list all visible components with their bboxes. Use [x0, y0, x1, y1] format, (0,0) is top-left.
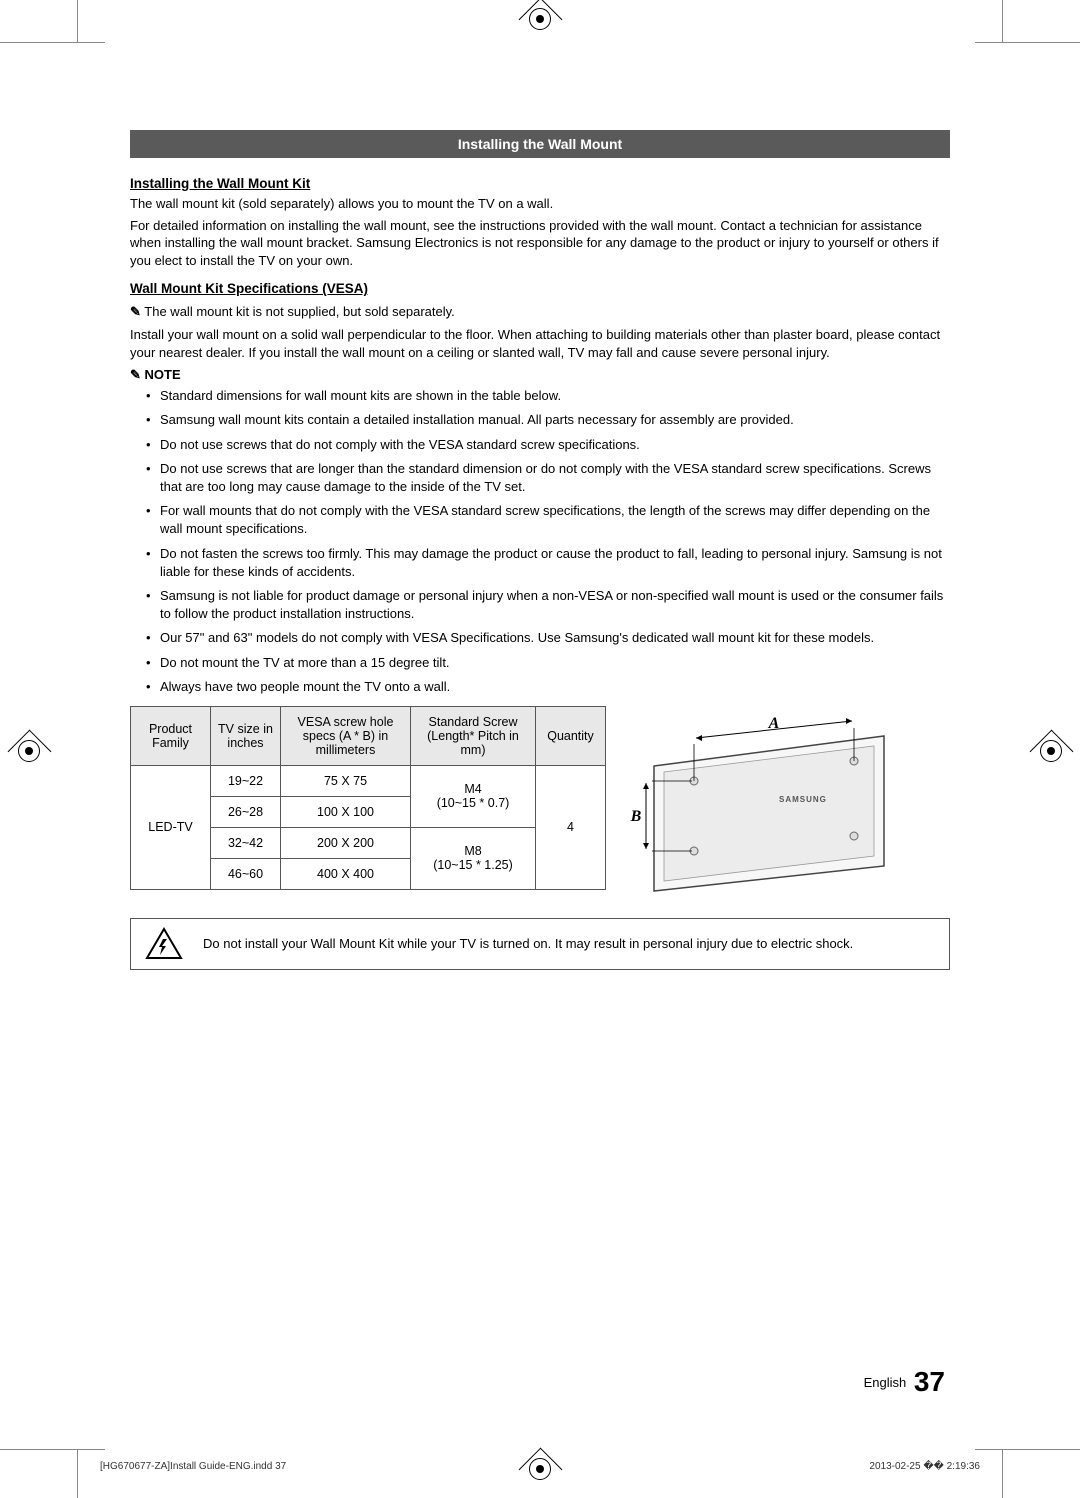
list-item: Do not use screws that are longer than t…	[160, 460, 950, 496]
screw-type: M8	[464, 844, 481, 858]
table-cell: 100 X 100	[281, 796, 411, 827]
dim-label-a: A	[768, 715, 780, 732]
crop-mark	[1002, 0, 1003, 42]
table-header: Quantity	[536, 706, 606, 765]
registration-mark	[529, 1458, 551, 1480]
table-cell: 75 X 75	[281, 765, 411, 796]
crop-mark	[0, 1449, 105, 1450]
spec-table-wrap: Product Family TV size in inches VESA sc…	[130, 706, 950, 896]
print-footer-left: [HG670677-ZA]Install Guide-ENG.indd 37	[100, 1461, 286, 1472]
note-line: ✎ The wall mount kit is not supplied, bu…	[130, 304, 950, 320]
warning-text: Do not install your Wall Mount Kit while…	[203, 935, 853, 953]
list-item: Do not mount the TV at more than a 15 de…	[160, 654, 950, 672]
table-header: Standard Screw (Length* Pitch in mm)	[411, 706, 536, 765]
crop-mark	[1002, 1450, 1003, 1498]
note-icon: ✎	[130, 304, 141, 320]
table-header: VESA screw hole specs (A * B) in millime…	[281, 706, 411, 765]
brand-text: SAMSUNG	[779, 795, 827, 804]
crop-mark	[0, 42, 105, 43]
list-item: Our 57" and 63" models do not comply wit…	[160, 629, 950, 647]
notes-list: Standard dimensions for wall mount kits …	[130, 387, 950, 696]
table-cell: 46~60	[211, 858, 281, 889]
registration-mark	[529, 8, 551, 30]
footer-lang: English	[864, 1375, 907, 1390]
list-item: Standard dimensions for wall mount kits …	[160, 387, 950, 405]
warning-box: Do not install your Wall Mount Kit while…	[130, 918, 950, 970]
table-cell: 4	[536, 765, 606, 889]
list-item: Samsung wall mount kits contain a detail…	[160, 411, 950, 429]
page-footer: English 37	[864, 1366, 945, 1398]
crop-mark	[975, 1449, 1080, 1450]
section-title: Installing the Wall Mount	[130, 130, 950, 158]
crop-mark	[975, 42, 1080, 43]
screw-type: M4	[464, 782, 481, 796]
table-cell: 32~42	[211, 827, 281, 858]
registration-mark	[1040, 740, 1062, 762]
table-cell: M4 (10~15 * 0.7)	[411, 765, 536, 827]
subheading-specs: Wall Mount Kit Specifications (VESA)	[130, 281, 950, 296]
list-item: Always have two people mount the TV onto…	[160, 678, 950, 696]
paragraph: Install your wall mount on a solid wall …	[130, 326, 950, 361]
page-number: 37	[914, 1366, 945, 1397]
note-label: ✎ NOTE	[130, 367, 950, 383]
tv-back-diagram: A B SAMSUNG	[624, 706, 904, 896]
crop-mark	[77, 0, 78, 42]
screw-spec: (10~15 * 0.7)	[437, 796, 510, 810]
list-item: Do not use screws that do not comply wit…	[160, 436, 950, 454]
warning-icon	[145, 927, 183, 961]
screw-spec: (10~15 * 1.25)	[433, 858, 513, 872]
note-text: The wall mount kit is not supplied, but …	[144, 304, 454, 319]
list-item: For wall mounts that do not comply with …	[160, 502, 950, 538]
paragraph: The wall mount kit (sold separately) all…	[130, 195, 950, 213]
vesa-spec-table: Product Family TV size in inches VESA sc…	[130, 706, 606, 890]
table-cell: 19~22	[211, 765, 281, 796]
crop-mark	[77, 1450, 78, 1498]
note-icon: ✎	[130, 367, 141, 383]
table-cell: M8 (10~15 * 1.25)	[411, 827, 536, 889]
paragraph: For detailed information on installing t…	[130, 217, 950, 270]
registration-mark	[18, 740, 40, 762]
table-cell: 400 X 400	[281, 858, 411, 889]
table-cell: LED-TV	[131, 765, 211, 889]
page-content: Installing the Wall Mount Installing the…	[130, 130, 950, 970]
note-heading: NOTE	[145, 367, 181, 382]
subheading-kit: Installing the Wall Mount Kit	[130, 176, 950, 191]
dim-label-b: B	[630, 808, 642, 825]
table-header: Product Family	[131, 706, 211, 765]
print-footer-right: 2013-02-25 �� 2:19:36	[869, 1461, 980, 1472]
table-cell: 200 X 200	[281, 827, 411, 858]
list-item: Samsung is not liable for product damage…	[160, 587, 950, 623]
table-cell: 26~28	[211, 796, 281, 827]
list-item: Do not fasten the screws too firmly. Thi…	[160, 545, 950, 581]
table-header: TV size in inches	[211, 706, 281, 765]
